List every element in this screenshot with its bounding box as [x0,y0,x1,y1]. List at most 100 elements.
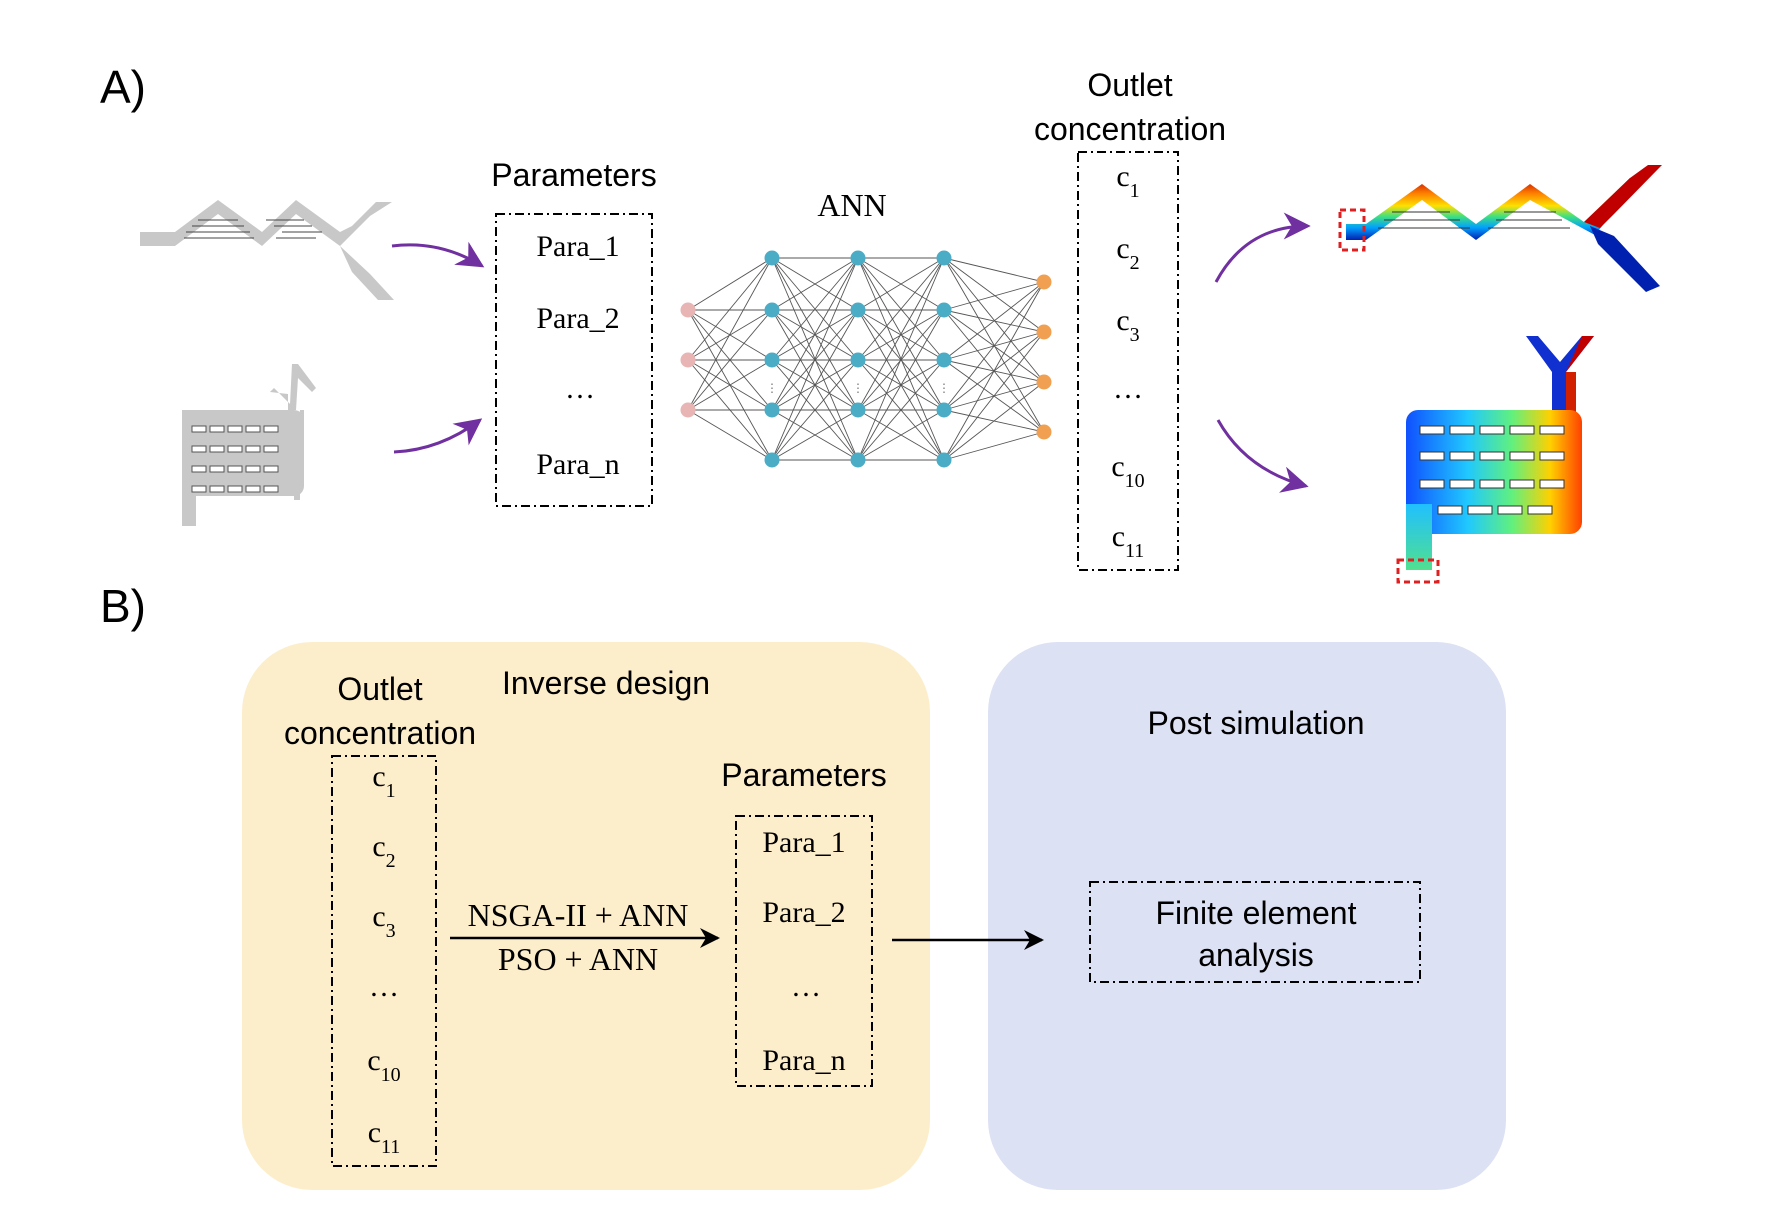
zigzag-mixer-geometry [140,200,394,300]
ann-connection [857,409,945,461]
ann-connection [771,257,859,361]
ann-connection [771,257,859,411]
ann-node-l2-n3 [850,402,866,418]
ann-connection [943,281,1045,311]
ann-connection [687,309,773,361]
fea-box [1089,881,1421,983]
ann-node-l1-n0 [764,250,780,266]
ann-node-l4-n0 [1036,274,1052,290]
panel-b-outlet-title-line1: Outlet [337,671,422,707]
ann-connection [687,257,773,361]
ann-connection [687,257,773,411]
method-nsga-label: NSGA-II + ANN [468,897,689,933]
panel-a-outlet-title-line1: Outlet [1087,67,1172,103]
serpentine-outlet-highlight [1396,558,1440,584]
panel-b-outlet-box [331,755,437,1167]
panel-a-outlet-3: … [1113,372,1143,405]
panel-b-outlet-4: c10 [367,1044,400,1086]
ann-node-l3-n4 [936,452,952,468]
ann-node-l4-n2 [1036,374,1052,390]
ann-connection [943,257,1045,433]
ann-network: ⋮ ⋮ ⋮ [680,250,1052,468]
ann-node-l0-n0 [680,302,696,318]
post-simulation-panel [988,642,1506,1190]
panel-a-param-1: Para_1 [536,230,619,263]
ann-connection [771,309,859,461]
post-simulation-title: Post simulation [1148,705,1365,741]
fea-label-line2: analysis [1198,937,1314,973]
ann-node-l3-n0 [936,250,952,266]
ann-connection [857,257,945,311]
arrow-serpentine-to-parameters [393,418,483,454]
panel-b-outlet-2: c3 [372,900,395,942]
panel-b-outlet-1: c2 [372,830,395,872]
arrow-to-serpentine-result [1216,419,1309,493]
ann-node-l3-n3 [936,402,952,418]
panel-a-outlet-1: c2 [1116,232,1139,274]
ann-connection [687,309,773,411]
ann-connection [857,309,945,361]
panel-b-parameters-title: Parameters [721,757,886,793]
ann-connection [771,257,859,311]
zigzag-inlet-highlight [1338,208,1366,252]
panel-a-outlet-5: c11 [1112,520,1145,562]
panel-a-outlet-0: c1 [1116,160,1139,202]
panel-a-outlet-list: c1 c2 c3 … c10 c11 [1111,160,1144,562]
ann-node-l0-n2 [680,402,696,418]
ann-connection [943,281,1045,461]
ann-node-l2-n2 [850,352,866,368]
panel-a-outlet-2: c3 [1116,304,1139,346]
ann-node-l3-n2 [936,352,952,368]
panel-b-outlet-5: c11 [368,1116,401,1158]
ann-vertical-ellipsis: ⋮ [852,381,864,395]
ann-connection [771,309,859,361]
zigzag-simulation-result [1338,165,1662,292]
panel-b-outlet-0: c1 [372,760,395,802]
panel-a-parameters-title: Parameters [491,157,656,193]
ann-node-l2-n0 [850,250,866,266]
serpentine-simulation-result [1396,336,1594,584]
ann-vertical-ellipsis: ⋮ [938,381,950,395]
serpentine-mixer-geometry [182,364,316,526]
ann-node-l1-n3 [764,402,780,418]
panel-b-param-ellipsis: … [791,970,821,1003]
panel-b-outlet-list: c1 c2 c3 … c10 c11 [367,760,400,1158]
panel-a-param-n: Para_n [536,448,619,481]
panel-a-outlet-title-line2: concentration [1034,111,1226,147]
panel-b-parameters-box [735,815,873,1087]
ann-node-l4-n3 [1036,424,1052,440]
arrow-zigzag-to-parameters [391,241,485,268]
ann-node-l4-n1 [1036,324,1052,340]
ann-connection [687,409,773,461]
ann-node-l2-n4 [850,452,866,468]
panel-b-param-2: Para_2 [762,896,845,929]
ann-connection [943,257,1045,283]
panel-b-param-n: Para_n [762,1044,845,1077]
ann-node-l1-n1 [764,302,780,318]
panel-a-outlet-4: c10 [1111,450,1144,492]
ann-connection [857,257,945,461]
ann-connection [857,309,945,461]
ann-connection [943,381,1045,461]
method-pso-label: PSO + ANN [498,941,658,977]
ann-connection [857,359,945,461]
ann-node-l0-n1 [680,352,696,368]
ann-node-l2-n1 [850,302,866,318]
fea-label-line1: Finite element [1156,895,1357,931]
ann-connection [771,409,859,461]
ann-node-l3-n1 [936,302,952,318]
ann-connection [943,257,1045,383]
ann-node-l1-n4 [764,452,780,468]
ann-node-l1-n2 [764,352,780,368]
ann-connection [943,281,1045,411]
ann-connection [771,257,859,461]
ann-vertical-ellipsis: ⋮ [766,381,778,395]
inverse-design-panel [242,642,930,1190]
panel-b-label: B) [100,580,146,632]
ann-connection [687,257,773,311]
ann-connection [687,359,773,411]
ann-connection [857,257,945,361]
ann-connection [857,257,945,411]
panel-b-outlet-3: … [369,970,399,1003]
